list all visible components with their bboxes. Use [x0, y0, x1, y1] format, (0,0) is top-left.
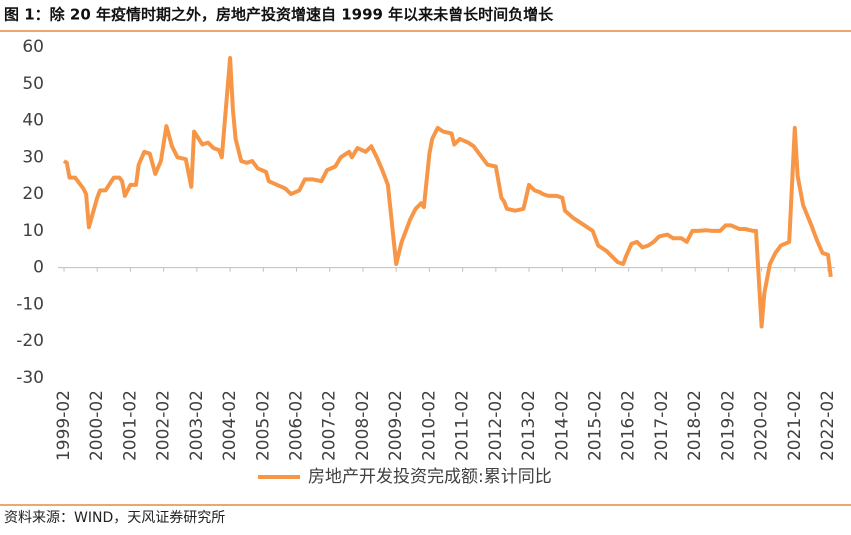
x-tick-label: 1999-02: [54, 390, 74, 461]
y-tick-label: -30: [16, 368, 44, 388]
y-tick-label: 60: [22, 37, 44, 57]
x-tick-label: 2000-02: [87, 390, 107, 461]
chart-title: 图 1：除 20 年疫情时期之外，房地产投资增速自 1999 年以来未曾长时间负…: [4, 6, 554, 24]
x-tick-label: 2022-02: [818, 390, 838, 461]
x-tick-label: 2011-02: [453, 390, 473, 461]
line-series: [62, 56, 833, 329]
x-tick-label: 2016-02: [619, 390, 639, 461]
source: 资料来源：WIND，天风证券研究所: [4, 510, 225, 526]
y-tick-label: 10: [22, 221, 44, 241]
x-tick-label: 2003-02: [187, 390, 207, 461]
y-tick-label: 50: [22, 74, 44, 94]
legend-label: 房地产开发投资完成额:累计同比: [308, 467, 552, 487]
x-tick-label: 2017-02: [652, 390, 672, 461]
x-tick-label: 2014-02: [552, 390, 572, 461]
x-tick-label: 2010-02: [419, 390, 439, 461]
x-tick-label: 2021-02: [785, 390, 805, 461]
y-tick-label: 20: [22, 184, 44, 204]
x-tick-label: 2008-02: [353, 390, 373, 461]
x-tick-label: 2002-02: [154, 390, 174, 461]
x-tick-label: 2018-02: [685, 390, 705, 461]
x-tick-label: 2013-02: [519, 390, 539, 461]
x-tick-label: 2020-02: [752, 390, 772, 461]
x-tick-label: 2019-02: [718, 390, 738, 461]
x-tick-label: 2005-02: [253, 390, 273, 461]
y-tick-label: 40: [22, 111, 44, 131]
x-tick-label: 2012-02: [486, 390, 506, 461]
x-tick-label: 2007-02: [320, 390, 340, 461]
y-tick-label: 0: [33, 258, 44, 278]
x-tick-label: 2009-02: [386, 390, 406, 461]
y-tick-label: -10: [16, 294, 44, 314]
y-tick-label: 30: [22, 147, 44, 167]
y-tick-label: -20: [16, 331, 44, 351]
x-tick-label: 2006-02: [287, 390, 307, 461]
x-tick-label: 2004-02: [220, 390, 240, 461]
x-tick-label: 2001-02: [120, 390, 140, 461]
x-tick-label: 2015-02: [585, 390, 605, 461]
